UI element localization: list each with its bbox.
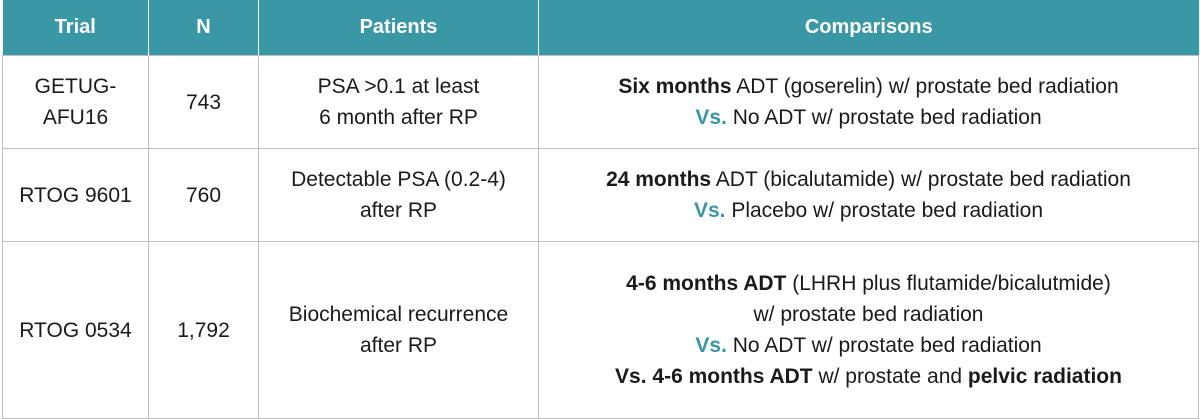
header-n: N xyxy=(148,0,259,56)
vs-label: Vs. xyxy=(695,106,727,129)
comparison-line: Vs. 4-6 months ADT w/ prostate and pelvi… xyxy=(547,361,1190,392)
patients-line: 6 month after RP xyxy=(319,106,478,129)
patients-line: Detectable PSA (0.2-4) xyxy=(291,168,506,191)
patients-line: Biochemical recurrence xyxy=(288,303,509,326)
comparison-emphasis: pelvic radiation xyxy=(967,365,1122,388)
comparison-line: Vs. Placebo w/ prostate bed radiation xyxy=(547,195,1190,226)
comparison-text: No ADT w/ prostate bed radiation xyxy=(726,334,1042,357)
vs-label: Vs. xyxy=(695,334,727,357)
trial-cell: RTOG 0534 xyxy=(2,241,149,419)
comparison-emphasis: Six months xyxy=(618,75,732,98)
trial-cell: GETUG- AFU16 xyxy=(2,55,149,149)
comparison-text: (LHRH plus flutamide/bicalutmide) xyxy=(786,272,1111,295)
table-row: RTOG 9601 760 Detectable PSA (0.2-4) aft… xyxy=(2,148,1199,242)
table-row: RTOG 0534 1,792 Biochemical recurrence a… xyxy=(2,241,1199,419)
trial-name-line: AFU16 xyxy=(42,106,109,129)
comparison-text: Placebo w/ prostate bed radiation xyxy=(725,199,1044,222)
comparisons-cell: 24 months ADT (bicalutamide) w/ prostate… xyxy=(538,148,1199,242)
n-cell: 1,792 xyxy=(148,241,259,419)
header-trial: Trial xyxy=(2,0,149,56)
comparison-line: Vs. No ADT w/ prostate bed radiation xyxy=(547,330,1190,361)
patients-cell: Detectable PSA (0.2-4) after RP xyxy=(258,148,539,242)
comparisons-cell: 4-6 months ADT (LHRH plus flutamide/bica… xyxy=(538,241,1199,419)
patients-cell: Biochemical recurrence after RP xyxy=(258,241,539,419)
trial-name-line: GETUG- xyxy=(34,75,117,98)
vs-label: Vs. xyxy=(693,199,726,222)
trial-cell: RTOG 9601 xyxy=(2,148,149,242)
header-comparisons: Comparisons xyxy=(538,0,1199,56)
comparison-line: Six months ADT (goserelin) w/ prostate b… xyxy=(547,71,1190,102)
comparison-line: 24 months ADT (bicalutamide) w/ prostate… xyxy=(547,164,1190,195)
comparisons-cell: Six months ADT (goserelin) w/ prostate b… xyxy=(538,55,1199,149)
table-row: GETUG- AFU16 743 PSA >0.1 at least 6 mon… xyxy=(2,55,1199,149)
n-cell: 760 xyxy=(148,148,259,242)
header-patients: Patients xyxy=(258,0,539,56)
comparison-emphasis: 4-6 months ADT xyxy=(626,272,787,295)
comparison-line: Vs. No ADT w/ prostate bed radiation xyxy=(547,102,1190,133)
patients-line: after RP xyxy=(359,334,438,357)
comparison-line: w/ prostate bed radiation xyxy=(753,303,984,326)
comparison-emphasis: Vs. 4-6 months ADT xyxy=(615,365,813,388)
comparison-text: ADT (bicalutamide) w/ prostate bed radia… xyxy=(711,168,1131,191)
n-cell: 743 xyxy=(148,55,259,149)
comparison-text: No ADT w/ prostate bed radiation xyxy=(726,106,1042,129)
patients-cell: PSA >0.1 at least 6 month after RP xyxy=(258,55,539,149)
comparison-text: w/ prostate and xyxy=(812,365,968,388)
comparison-emphasis: 24 months xyxy=(606,168,712,191)
comparison-text: ADT (goserelin) w/ prostate bed radiatio… xyxy=(731,75,1119,98)
comparison-line: 4-6 months ADT (LHRH plus flutamide/bica… xyxy=(547,268,1190,299)
patients-line: after RP xyxy=(359,199,438,222)
table-header: Trial N Patients Comparisons xyxy=(2,0,1199,56)
header-row: Trial N Patients Comparisons xyxy=(2,0,1199,56)
patients-line: PSA >0.1 at least xyxy=(317,75,480,98)
